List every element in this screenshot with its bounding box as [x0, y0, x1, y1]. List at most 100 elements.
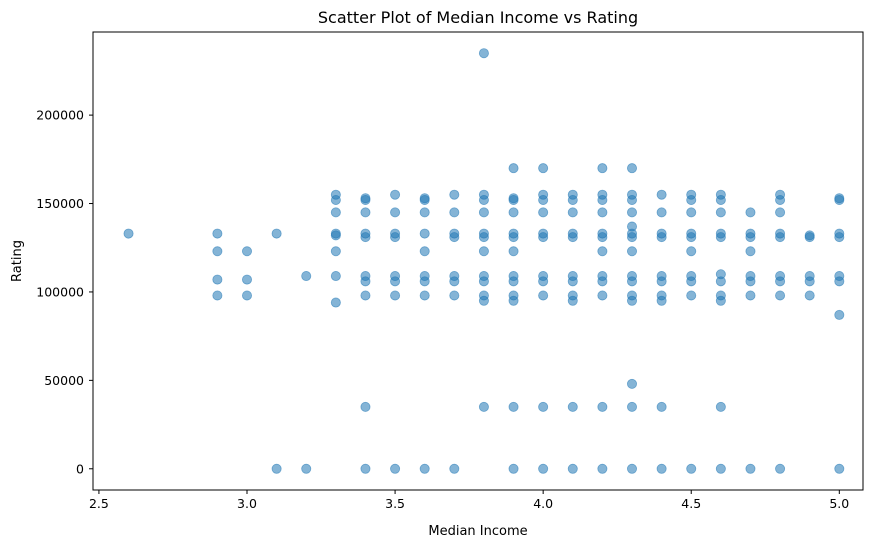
data-point [508, 463, 519, 474]
data-point [597, 163, 608, 174]
data-point [686, 276, 697, 287]
data-point [567, 295, 578, 306]
data-point [478, 207, 489, 218]
data-point [538, 194, 549, 205]
data-point [478, 276, 489, 287]
data-point [419, 290, 430, 301]
data-point [656, 295, 667, 306]
data-point [478, 246, 489, 257]
data-point [775, 207, 786, 218]
data-point [508, 401, 519, 412]
data-point [686, 463, 697, 474]
data-point [330, 297, 341, 308]
data-point [419, 463, 430, 474]
data-point [715, 207, 726, 218]
data-point [419, 207, 430, 218]
x-tick-label: 5.0 [829, 496, 849, 511]
data-point [627, 401, 638, 412]
x-tick-label: 4.0 [533, 496, 553, 511]
data-point [656, 207, 667, 218]
y-tick-label: 50000 [44, 373, 84, 388]
data-point [508, 232, 519, 243]
data-point [834, 276, 845, 287]
data-point [715, 232, 726, 243]
data-point [390, 207, 401, 218]
data-point [567, 194, 578, 205]
data-point [834, 232, 845, 243]
data-point [627, 163, 638, 174]
plot-frame [92, 31, 864, 491]
data-point [627, 276, 638, 287]
data-point [330, 271, 341, 282]
y-tick-label: 100000 [36, 284, 84, 299]
data-point [212, 274, 223, 285]
y-axis-ticks: 0 50000 100000 150000 200000 [36, 108, 93, 476]
data-point [597, 463, 608, 474]
data-point [390, 276, 401, 287]
x-tick-label: 4.5 [681, 496, 701, 511]
data-point [627, 295, 638, 306]
data-point [686, 290, 697, 301]
x-tick-label: 3.5 [385, 496, 405, 511]
data-point [360, 207, 371, 218]
data-point [508, 163, 519, 174]
data-point [419, 194, 430, 205]
data-point [656, 401, 667, 412]
data-point [567, 232, 578, 243]
data-point [745, 232, 756, 243]
data-point [567, 207, 578, 218]
data-point [686, 207, 697, 218]
data-point [627, 463, 638, 474]
data-point [656, 463, 667, 474]
data-point [597, 276, 608, 287]
data-point [538, 207, 549, 218]
data-point [627, 207, 638, 218]
data-point [834, 463, 845, 474]
data-point [508, 194, 519, 205]
data-point [360, 463, 371, 474]
data-point [627, 378, 638, 389]
data-point [627, 232, 638, 243]
y-axis-label: Rating [10, 240, 25, 282]
data-point [804, 276, 815, 287]
data-point [597, 232, 608, 243]
data-point [330, 194, 341, 205]
data-point [715, 276, 726, 287]
y-tick-label: 0 [76, 461, 84, 476]
data-point [567, 463, 578, 474]
data-point [538, 276, 549, 287]
data-point [478, 48, 489, 59]
data-point [449, 276, 460, 287]
data-point [656, 276, 667, 287]
data-point [745, 207, 756, 218]
data-point [804, 290, 815, 301]
data-point [597, 401, 608, 412]
data-point [271, 228, 282, 239]
data-point [212, 290, 223, 301]
data-point [597, 246, 608, 257]
data-point [686, 246, 697, 257]
data-point [745, 463, 756, 474]
data-point [715, 194, 726, 205]
data-point [419, 276, 430, 287]
data-points [123, 48, 845, 474]
x-axis-ticks: 2.5 3.0 3.5 4.0 4.5 5.0 [89, 490, 849, 511]
y-tick-label: 150000 [36, 196, 84, 211]
data-point [212, 246, 223, 257]
data-point [330, 246, 341, 257]
data-point [745, 246, 756, 257]
data-point [775, 232, 786, 243]
data-point [271, 463, 282, 474]
data-point [508, 276, 519, 287]
data-point [360, 194, 371, 205]
data-point [508, 246, 519, 257]
data-point [538, 290, 549, 301]
data-point [330, 207, 341, 218]
data-point [597, 290, 608, 301]
data-point [123, 228, 134, 239]
data-point [301, 271, 312, 282]
data-point [627, 246, 638, 257]
data-point [419, 246, 430, 257]
data-point [775, 194, 786, 205]
data-point [241, 274, 252, 285]
